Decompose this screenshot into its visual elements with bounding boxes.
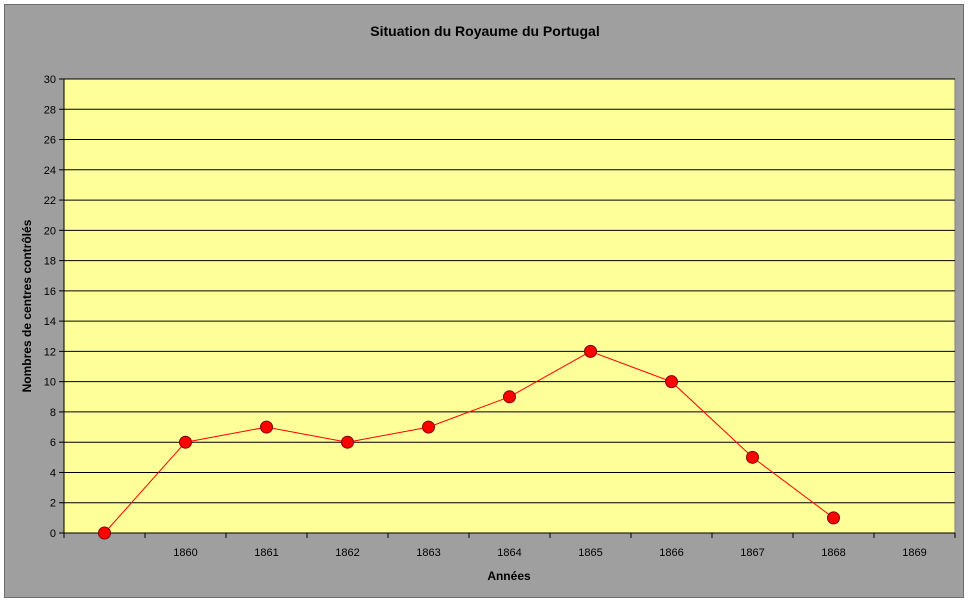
x-tick-label-1869: 1869 xyxy=(902,547,926,559)
data-point-1861 xyxy=(260,420,273,434)
data-point-1864 xyxy=(503,390,516,404)
data-point-index-0 xyxy=(98,526,111,540)
plot-area xyxy=(63,78,956,534)
series-markers xyxy=(98,344,840,540)
y-tick-label-10: 10 xyxy=(44,377,56,389)
data-point-1866 xyxy=(665,375,678,389)
x-tick-label-1865: 1865 xyxy=(578,547,602,559)
data-point-1868 xyxy=(827,511,840,525)
y-tick-label-8: 8 xyxy=(50,407,56,419)
x-tick-label-1860: 1860 xyxy=(173,547,197,559)
y-tick-label-14: 14 xyxy=(44,316,56,328)
data-point-1867 xyxy=(746,450,759,464)
y-tick-label-4: 4 xyxy=(50,467,56,479)
x-tick-label-1863: 1863 xyxy=(416,547,440,559)
data-point-1865 xyxy=(584,344,597,358)
y-tick-label-30: 30 xyxy=(44,74,56,86)
y-tick-label-22: 22 xyxy=(44,195,56,207)
y-tick-label-26: 26 xyxy=(44,135,56,147)
x-tick-label-1866: 1866 xyxy=(659,547,683,559)
x-tick-label-1864: 1864 xyxy=(497,547,521,559)
data-point-1860 xyxy=(179,435,192,449)
y-tick-label-2: 2 xyxy=(50,498,56,510)
x-axis-ticks: 1860 1861 1862 1863 1864 1865 1866 1867 1868 1869 xyxy=(63,532,956,559)
y-tick-label-0: 0 xyxy=(50,528,56,540)
y-tick-label-24: 24 xyxy=(44,165,56,177)
y-tick-label-6: 6 xyxy=(50,437,56,449)
x-tick-label-1867: 1867 xyxy=(740,547,764,559)
y-tick-label-18: 18 xyxy=(44,256,56,268)
x-axis-title: Années xyxy=(487,569,531,583)
chart-title: Situation du Royaume du Portugal xyxy=(370,23,599,39)
y-tick-label-20: 20 xyxy=(44,225,56,237)
x-tick-label-1861: 1861 xyxy=(254,547,278,559)
y-tick-label-28: 28 xyxy=(44,104,56,116)
y-axis-title: Nombres de centres contrôlés xyxy=(20,219,34,392)
series-line xyxy=(104,350,834,534)
gridlines xyxy=(64,78,955,504)
data-point-1863 xyxy=(422,420,435,434)
y-tick-label-12: 12 xyxy=(44,346,56,358)
data-point-1862 xyxy=(341,435,354,449)
x-tick-label-1862: 1862 xyxy=(335,547,359,559)
y-tick-label-16: 16 xyxy=(44,286,56,298)
x-tick-label-1868: 1868 xyxy=(821,547,845,559)
